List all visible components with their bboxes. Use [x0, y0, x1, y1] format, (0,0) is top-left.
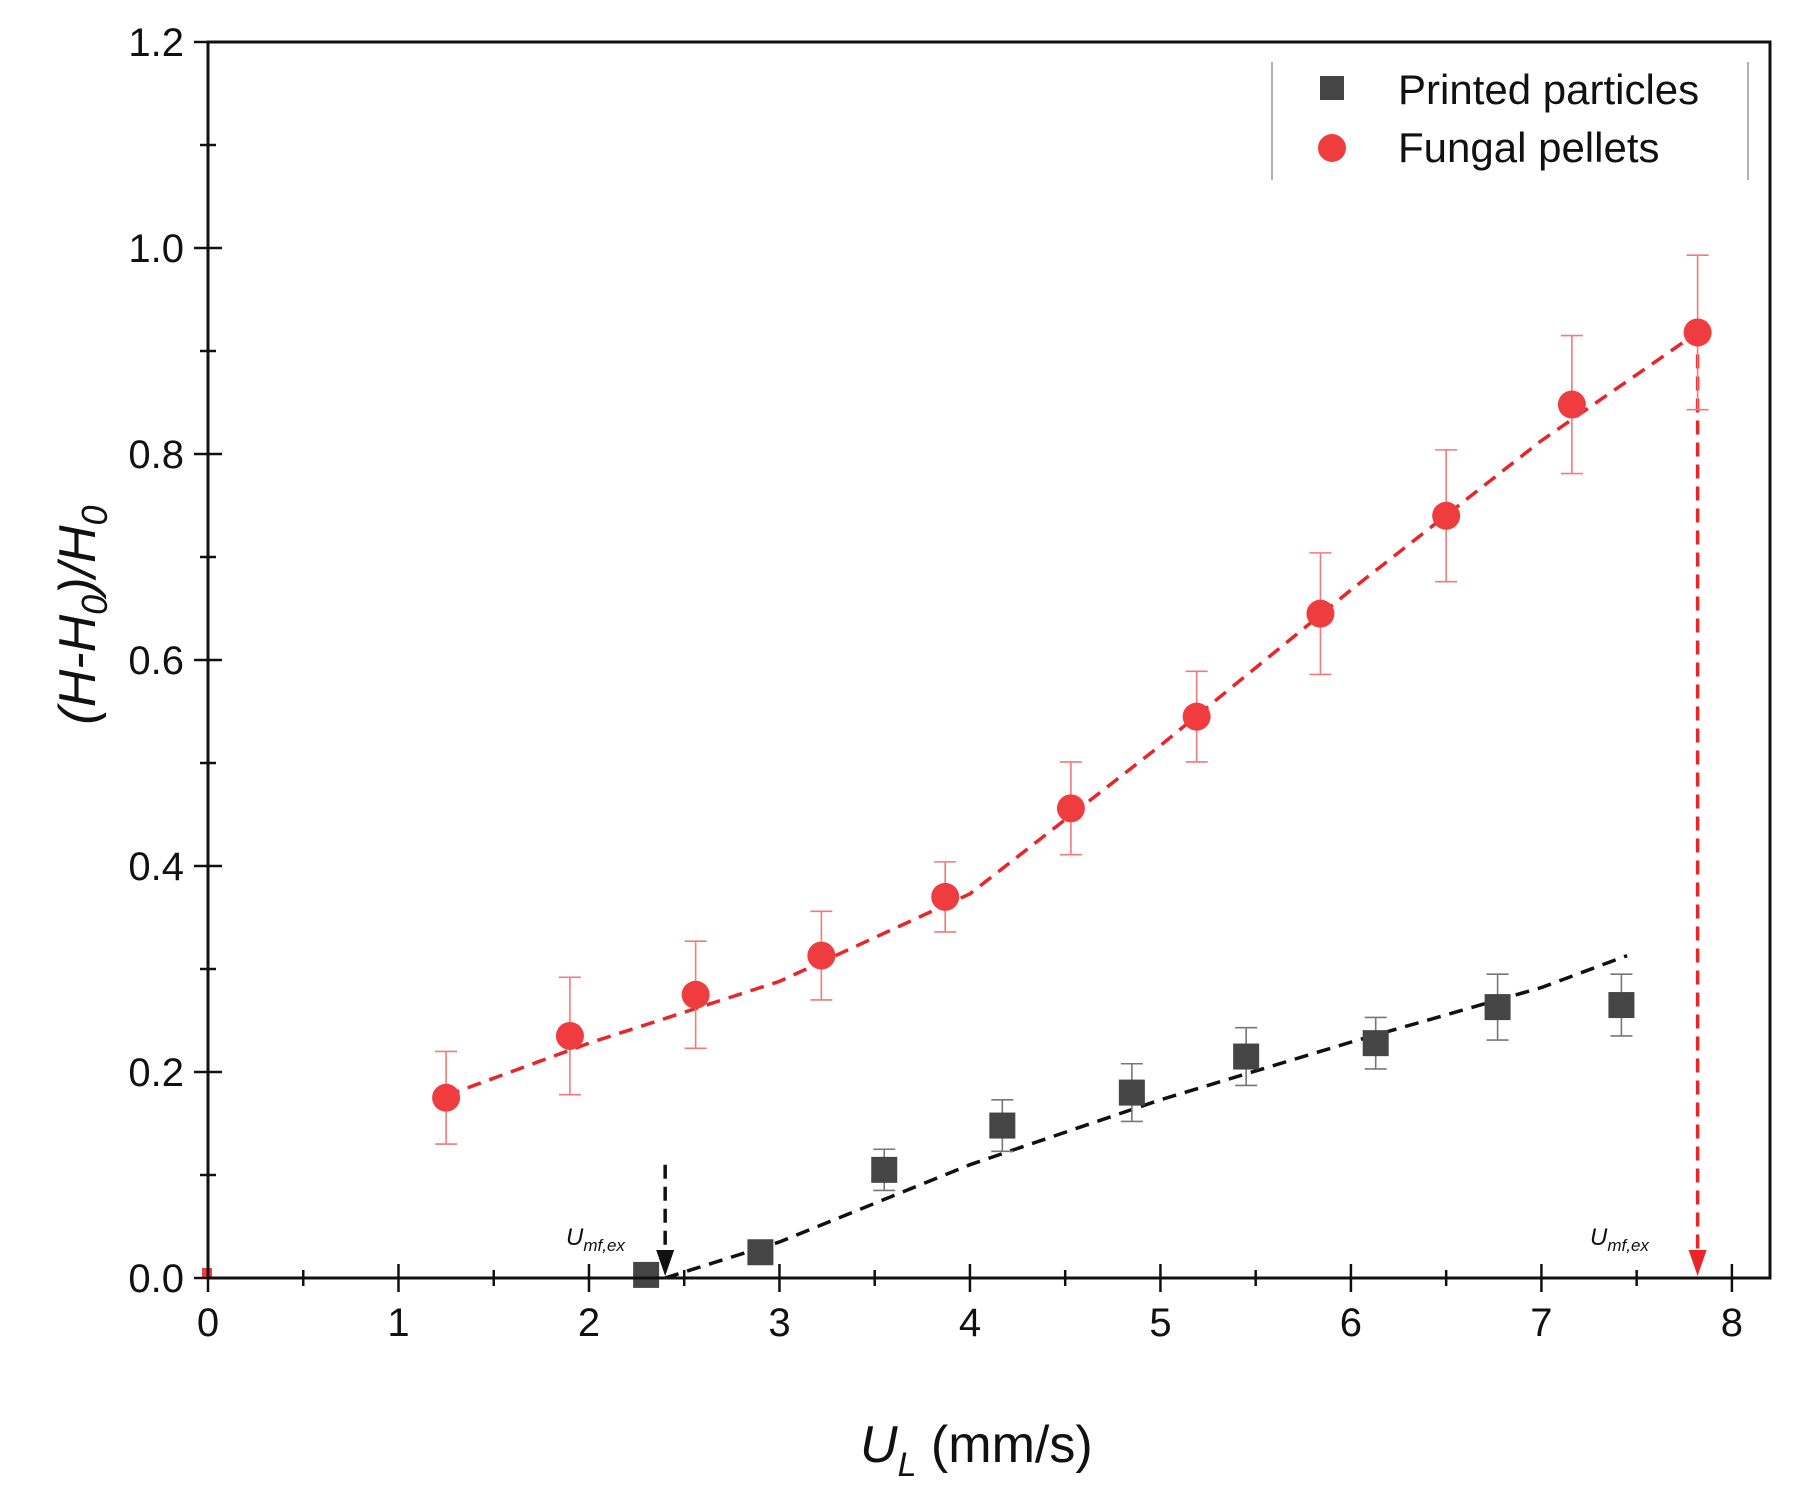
data-point-printed-particles — [871, 1156, 898, 1183]
data-point-printed-particles — [989, 1112, 1016, 1139]
data-point-printed-particles — [633, 1261, 660, 1288]
data-point-printed-particles — [1484, 994, 1511, 1021]
data-point-printed-particles — [1608, 992, 1635, 1019]
x-tick-label: 4 — [959, 1301, 981, 1345]
axis-titles: UL (mm/s) (H-H0)/H0 — [49, 505, 1093, 1484]
data-point-fungal-pellets — [1432, 501, 1461, 530]
x-tick-label: 6 — [1340, 1301, 1362, 1345]
fit-line-printed-particles — [664, 953, 1628, 1280]
data-point-printed-particles — [1362, 1030, 1389, 1057]
legend-marker-fungal-pellets — [1318, 134, 1346, 162]
y-tick-label: 0.4 — [128, 845, 184, 889]
y-axis-title-part1: (H-H — [49, 614, 107, 724]
umf-arrow-head-0 — [656, 1250, 675, 1276]
x-tick-label: 2 — [578, 1301, 600, 1345]
umf-arrow-head-1 — [1688, 1250, 1707, 1276]
x-axis-title: UL (mm/s) — [860, 1416, 1093, 1484]
y-tick-label: 0.2 — [128, 1051, 184, 1095]
x-axis-title-unit: (mm/s) — [916, 1416, 1092, 1474]
data-point-fungal-pellets — [681, 980, 710, 1009]
umf-label-fungal-main: U — [1590, 1224, 1608, 1251]
fit-lines — [445, 331, 1699, 1280]
umf-label-printed-main: U — [566, 1224, 584, 1251]
legend: Printed particles Fungal pellets — [1271, 62, 1749, 180]
annotations: Umf,ex Umf,ex — [566, 332, 1707, 1276]
data-point-fungal-pellets — [432, 1083, 461, 1112]
legend-marker-printed-particles — [1320, 76, 1344, 100]
data-point-fungal-pellets — [1557, 390, 1586, 419]
legend-label-printed-particles: Printed particles — [1398, 66, 1699, 113]
axes: 0 1 2 3 4 5 6 7 8 0.0 0.2 0.4 0.6 0.8 1.0 1.2 — [128, 21, 1772, 1345]
data-point-fungal-pellets — [1306, 599, 1335, 628]
y-tick-label: 0.8 — [128, 433, 184, 477]
x-tick-label: 3 — [768, 1301, 790, 1345]
x-tick-label: 0 — [197, 1301, 219, 1345]
data-points — [202, 254, 1712, 1288]
y-tick-label: 1.2 — [128, 21, 184, 65]
y-tick-label: 1.0 — [128, 227, 184, 271]
data-point-fungal-pellets — [807, 941, 836, 970]
data-point-printed-particles — [747, 1239, 774, 1266]
data-point-fungal-pellets — [1683, 318, 1712, 347]
x-tick-label: 5 — [1149, 1301, 1171, 1345]
fit-line-fungal-pellets — [445, 331, 1699, 1098]
data-point-fungal-pellets — [931, 882, 960, 911]
x-tick-label: 1 — [387, 1301, 409, 1345]
x-tick-label: 8 — [1721, 1301, 1743, 1345]
umf-label-fungal: Umf,ex — [1590, 1224, 1649, 1255]
data-point-printed-particles — [1118, 1079, 1145, 1106]
x-axis-title-main: U — [860, 1416, 898, 1474]
umf-label-printed: Umf,ex — [566, 1224, 625, 1255]
y-axis-title: (H-H0)/H0 — [49, 505, 115, 724]
umf-label-fungal-sub: mf,ex — [1607, 1236, 1649, 1255]
y-tick-label: 0.0 — [128, 1257, 184, 1301]
data-point-printed-particles — [1233, 1043, 1260, 1070]
legend-label-fungal-pellets: Fungal pellets — [1398, 124, 1660, 171]
x-axis-title-sub: L — [898, 1446, 917, 1484]
y-axis-title-sub1: 0 — [74, 595, 115, 615]
y-axis-title-sub2: 0 — [74, 505, 115, 525]
y-axis-title-part2: )/H — [49, 525, 107, 601]
x-tick-label: 7 — [1530, 1301, 1552, 1345]
data-point-fungal-pellets — [1056, 794, 1085, 823]
data-point-fungal-pellets — [1182, 702, 1211, 731]
data-point-fungal-pellets — [555, 1021, 584, 1050]
umf-label-printed-sub: mf,ex — [583, 1236, 625, 1255]
y-tick-label: 0.6 — [128, 639, 184, 683]
